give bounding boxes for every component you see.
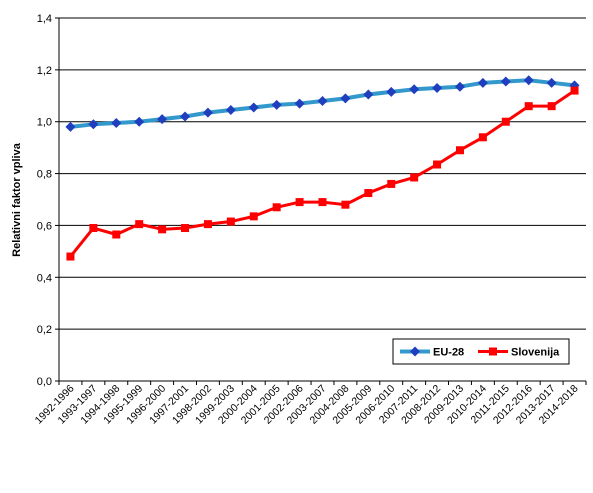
data-point [546, 77, 557, 88]
data-point [89, 224, 98, 233]
y-tick-label: 1,2 [37, 65, 52, 77]
legend-marker [410, 346, 420, 357]
data-point [271, 99, 282, 110]
data-point [294, 98, 305, 109]
data-point [157, 114, 168, 125]
data-point [454, 81, 465, 92]
data-point [88, 119, 99, 130]
data-point [455, 146, 464, 155]
data-point [477, 77, 488, 88]
data-point [341, 200, 350, 209]
data-point [318, 198, 327, 207]
legend-item: Slovenija [478, 347, 560, 359]
y-tick-label: 0,4 [37, 272, 52, 284]
data-point [340, 93, 351, 104]
data-point [432, 83, 443, 94]
y-tick-label: 1,4 [37, 13, 52, 25]
data-point [317, 95, 328, 106]
data-point [272, 203, 281, 212]
data-point [409, 84, 420, 95]
legend-label: Slovenija [511, 347, 560, 359]
data-point [226, 217, 235, 226]
data-point [65, 121, 76, 132]
y-tick-label: 0,2 [37, 324, 52, 336]
data-point [135, 220, 144, 229]
legend-item: EU-28 [400, 346, 464, 359]
data-point [134, 116, 145, 127]
data-point [386, 86, 397, 97]
data-point [181, 224, 190, 233]
data-point [523, 75, 534, 86]
data-point [500, 76, 511, 87]
series [65, 75, 580, 261]
data-point [524, 102, 533, 111]
legend: EU-28 Slovenija [392, 338, 570, 365]
data-point [225, 105, 236, 116]
data-point [295, 198, 304, 207]
data-point [248, 102, 259, 113]
x-tick-labels: 1992-19961993-19971994-19981995-19991996… [33, 383, 581, 427]
data-point [180, 111, 191, 122]
data-point [410, 173, 419, 182]
data-point [364, 189, 373, 198]
axes [55, 17, 587, 385]
data-point [111, 118, 122, 129]
data-point [501, 117, 510, 126]
data-point [433, 160, 442, 169]
legend-marker [489, 347, 497, 356]
series-eu-28 [65, 75, 580, 132]
data-point [112, 230, 121, 239]
y-tick-labels: 0,0 0,2 0,4 0,6 0,8 1,0 1,2 1,4 [37, 13, 52, 388]
data-point [363, 89, 374, 100]
data-point [387, 179, 396, 188]
y-tick-label: 1,0 [37, 117, 52, 129]
data-point [249, 212, 258, 221]
data-point [547, 102, 556, 111]
y-tick-label: 0,8 [37, 169, 52, 181]
data-point [570, 86, 579, 95]
legend-items: EU-28 Slovenija [400, 346, 560, 359]
y-axis-label: Relativni faktor vpliva [11, 142, 23, 257]
data-point [478, 133, 487, 142]
data-point [158, 225, 167, 234]
y-tick-label: 0,6 [37, 220, 52, 232]
data-point [203, 220, 212, 229]
grid-lines [59, 17, 586, 330]
series-slovenija [66, 86, 579, 261]
data-point [202, 107, 213, 118]
data-point [66, 252, 75, 261]
legend-label: EU-28 [433, 347, 464, 359]
y-tick-label: 0,0 [37, 376, 52, 388]
